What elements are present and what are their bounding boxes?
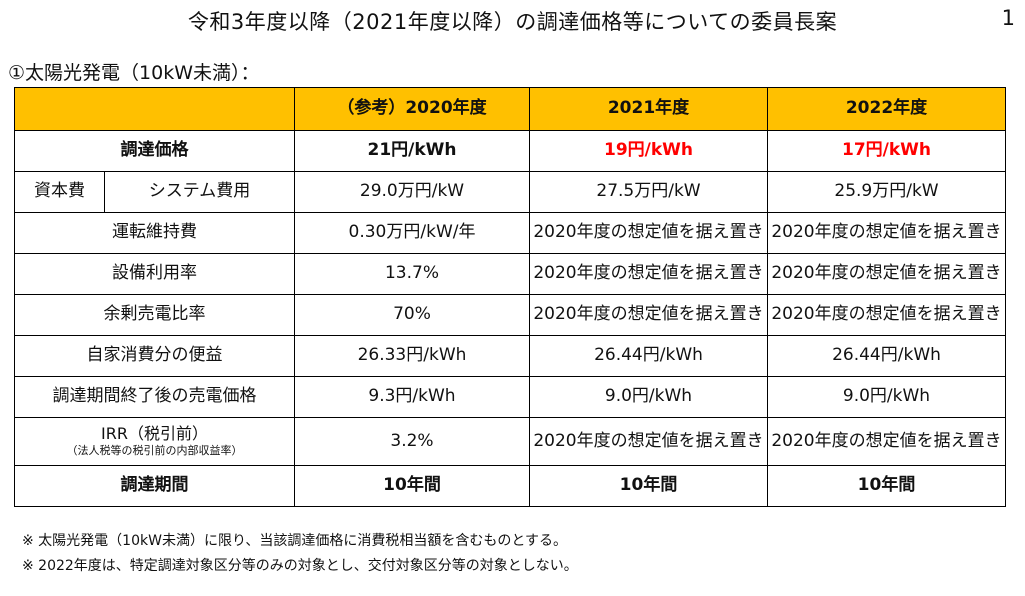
footnote-tax: ※ 太陽光発電（10kW未満）に限り、当該調達価格に消費税相当額を含むものとする… [22,533,567,549]
table-row: IRR（税引前） （法人税等の税引前の内部収益率） 3.2% 2020年度の想定… [14,417,1006,466]
cell-value: 9.0円/kWh [529,376,768,418]
cell-value-highlight: 19円/kWh [529,130,768,172]
cell-value: 13.7% [294,253,530,295]
cell-value: 2020年度の想定値を据え置き [529,253,768,295]
table-row: 調達価格 21円/kWh 19円/kWh 17円/kWh [14,130,1006,172]
row-label-procurement-price: 調達価格 [14,130,295,172]
row-label-capacity-factor: 設備利用率 [14,253,295,295]
table-row: 設備利用率 13.7% 2020年度の想定値を据え置き 2020年度の想定値を据… [14,253,1006,295]
cell-value: 26.44円/kWh [529,335,768,377]
page-number: 1 [1001,6,1015,30]
row-label-om-cost: 運転維持費 [14,212,295,254]
cell-value: 2020年度の想定値を据え置き [767,212,1006,254]
table-header-row: （参考）2020年度 2021年度 2022年度 [14,87,1006,131]
cell-value: 10年間 [294,465,530,507]
cell-value: 9.0円/kWh [767,376,1006,418]
cell-value-highlight: 17円/kWh [767,130,1006,172]
table-row: 自家消費分の便益 26.33円/kWh 26.44円/kWh 26.44円/kW… [14,335,1006,377]
cell-value: 27.5万円/kW [529,171,768,213]
table-row: 調達期間 10年間 10年間 10年間 [14,465,1006,507]
table-row: 余剰売電比率 70% 2020年度の想定値を据え置き 2020年度の想定値を据え… [14,294,1006,336]
irr-label: IRR（税引前） [101,423,208,443]
column-header-2022: 2022年度 [767,87,1006,131]
row-label-self-consumption-benefit: 自家消費分の便益 [14,335,295,377]
row-group-capital-cost: 資本費 [14,171,105,213]
cell-value: 10年間 [767,465,1006,507]
cell-value: 2020年度の想定値を据え置き [767,417,1006,466]
row-label-irr: IRR（税引前） （法人税等の税引前の内部収益率） [14,417,295,466]
cell-value: 3.2% [294,417,530,466]
column-header-2020: （参考）2020年度 [294,87,530,131]
cell-value: 9.3円/kWh [294,376,530,418]
cell-value: 2020年度の想定値を据え置き [767,253,1006,295]
table-row: 資本費 システム費用 29.0万円/kW 27.5万円/kW 25.9万円/kW [14,171,1006,213]
cell-value: 2020年度の想定値を据え置き [529,212,768,254]
table-row: 運転維持費 0.30万円/kW/年 2020年度の想定値を据え置き 2020年度… [14,212,1006,254]
cell-value: 29.0万円/kW [294,171,530,213]
cell-value: 0.30万円/kW/年 [294,212,530,254]
cell-value: 10年間 [529,465,768,507]
row-label-surplus-ratio: 余剰売電比率 [14,294,295,336]
cell-value: 70% [294,294,530,336]
cell-value: 2020年度の想定値を据え置き [767,294,1006,336]
section-subtitle: ①太陽光発電（10kW未満）： [8,62,260,84]
footnote-2022: ※ 2022年度は、特定調達対象区分等のみの対象とし、交付対象区分等の対象としな… [22,558,578,574]
procurement-price-table: （参考）2020年度 2021年度 2022年度 調達価格 21円/kWh 19… [14,87,1006,507]
cell-value: 26.44円/kWh [767,335,1006,377]
irr-sublabel: （法人税等の税引前の内部収益率） [66,444,243,458]
cell-value: 2020年度の想定値を据え置き [529,417,768,466]
row-label-system-cost: システム費用 [104,171,295,213]
page-title: 令和3年度以降（2021年度以降）の調達価格等についての委員長案 [187,10,838,34]
cell-value: 26.33円/kWh [294,335,530,377]
cell-value: 2020年度の想定値を据え置き [529,294,768,336]
column-header-2021: 2021年度 [529,87,768,131]
header-blank-cell [14,87,295,131]
cell-value: 21円/kWh [294,130,530,172]
row-label-post-period-price: 調達期間終了後の売電価格 [14,376,295,418]
table-row: 調達期間終了後の売電価格 9.3円/kWh 9.0円/kWh 9.0円/kWh [14,376,1006,418]
row-label-procurement-period: 調達期間 [14,465,295,507]
cell-value: 25.9万円/kW [767,171,1006,213]
